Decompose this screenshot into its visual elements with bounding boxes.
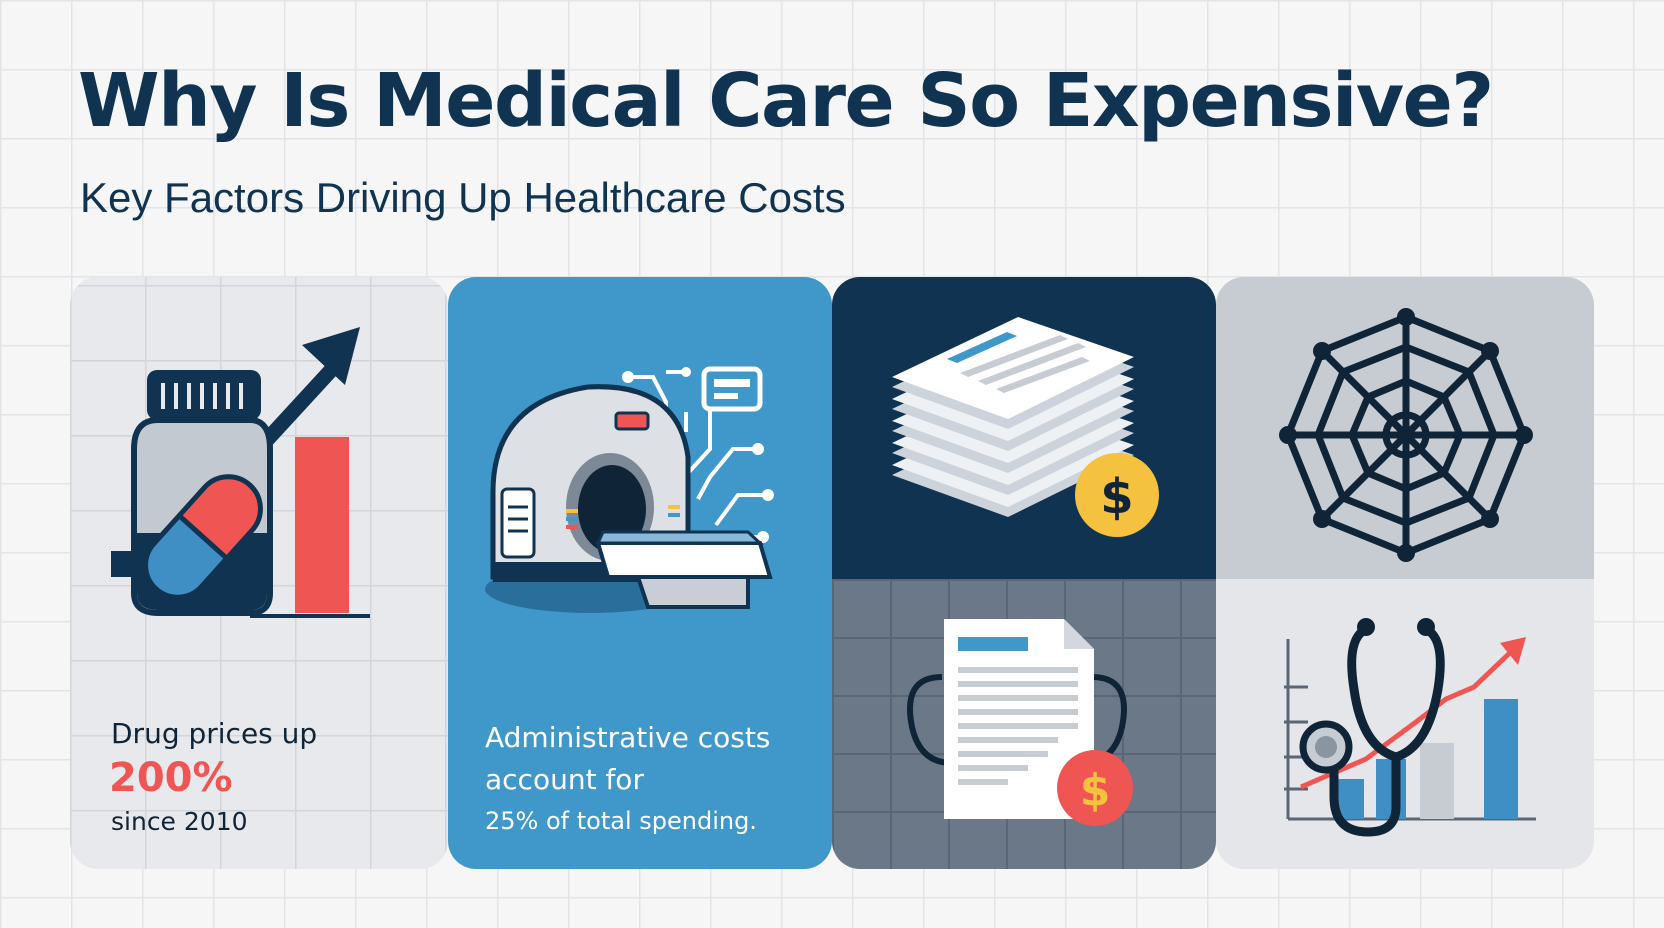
mri-scanner-icon [485,384,773,613]
chart-section [1216,579,1594,869]
complexity-panel [1216,277,1594,869]
paper-stack-icon [892,317,1134,517]
svg-text:$: $ [1100,469,1133,525]
billing-illustration: $ $ [892,317,1159,826]
stethoscope-icon [1299,618,1445,837]
drug-prices-illustration [111,327,370,618]
drug-price-label: Drug prices up [111,717,318,750]
complexity-illustration [1279,308,1536,837]
drug-price-since: since 2010 [111,807,248,836]
dollar-coin-icon: $ [1075,453,1159,537]
admin-cost-line-2: account for [485,763,644,796]
drug-prices-panel: Drug prices up 200% since 2010 [70,277,448,869]
administrative-costs-panel: Administrative costs account for 25% of … [448,277,832,869]
admin-cost-line-3: 25% of total spending. [485,807,757,835]
svg-text:$: $ [1080,765,1111,816]
document-icon [907,619,1127,819]
pill-capsule-icon [143,474,263,600]
page-title: Why Is Medical Care So Expensive? [78,58,1494,144]
bar-icon [295,437,349,613]
page-subtitle: Key Factors Driving Up Healthcare Costs [80,174,846,221]
admin-cost-line-1: Administrative costs [485,721,771,754]
admin-illustration [485,366,774,613]
circuit-nodes [622,367,774,543]
rising-chart-icon [1284,637,1536,821]
spider-web-network-icon [1284,313,1528,557]
network-nodes [1279,308,1533,562]
billing-paperwork-panel: $ $ [832,277,1216,869]
trend-up-arrow-icon [257,327,360,450]
dollar-coin-icon: $ [1057,750,1133,826]
drug-price-percent: 200% [109,755,233,801]
